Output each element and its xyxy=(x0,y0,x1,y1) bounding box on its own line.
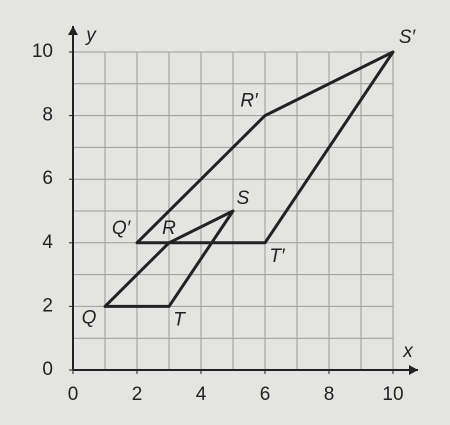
y-axis-arrow xyxy=(68,26,78,35)
vertex-label: Q xyxy=(82,307,97,328)
x-tick-label: 0 xyxy=(68,384,79,405)
x-tick-label: 4 xyxy=(196,384,207,405)
vertex-label: R xyxy=(162,218,176,239)
y-tick-label: 2 xyxy=(42,295,53,316)
polygon xyxy=(135,50,395,245)
x-tick-label: 2 xyxy=(132,384,143,405)
y-tick-label: 10 xyxy=(32,41,53,62)
x-axis-label: x xyxy=(402,341,414,362)
y-axis-label: y xyxy=(84,25,97,46)
y-tick-label: 8 xyxy=(42,105,53,126)
vertex-label: S′ xyxy=(399,27,417,48)
vertex-label: Q′ xyxy=(112,218,132,239)
vertex-label: R′ xyxy=(240,91,259,112)
vertex-label: T xyxy=(173,309,186,330)
y-tick-label: 0 xyxy=(42,359,53,380)
vertex-label: S xyxy=(237,188,250,209)
polygon xyxy=(103,209,235,308)
x-tick-label: 6 xyxy=(260,384,271,405)
x-axis-arrow xyxy=(409,365,418,375)
vertex-label: T′ xyxy=(269,246,286,267)
x-tick-label: 8 xyxy=(324,384,335,405)
y-tick-label: 4 xyxy=(42,232,53,253)
x-tick-label: 10 xyxy=(382,384,403,405)
y-tick-label: 6 xyxy=(42,168,53,189)
